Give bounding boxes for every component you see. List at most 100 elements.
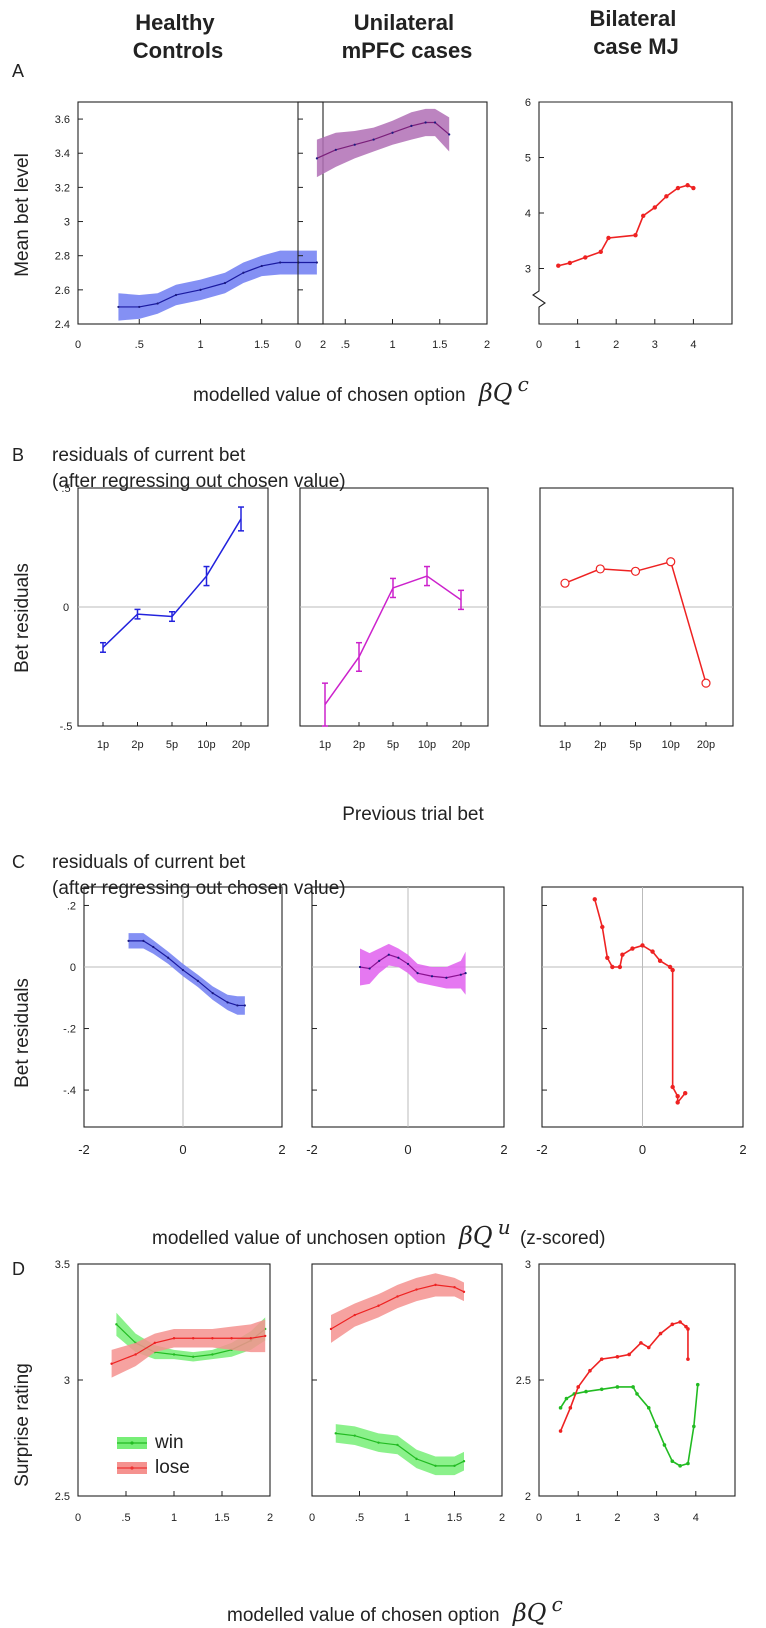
xlabel-d: modelled value of chosen option βQ c [227, 1592, 563, 1627]
panel-d-bilateral-xtick: 0 [536, 1512, 542, 1524]
legend-label-lose: lose [155, 1457, 190, 1478]
panel-c-unilateral-point [430, 975, 434, 978]
panel-d-healthy: 2.5 3 3.5 0 .5 1 1.5 2 win lose [55, 1259, 273, 1524]
panel-a-healthy-ytick: 3.2 [55, 182, 70, 194]
panel-d-healthy-xtick: 1 [171, 1512, 177, 1524]
ylabel-c: Bet residuals [12, 978, 33, 1088]
panel-c-unilateral-point [464, 972, 467, 975]
panel-d-bilateral-xtick: 1 [575, 1512, 581, 1524]
panel-a-bilateral-xtick: 1 [575, 339, 581, 351]
panel-a-bilateral-xtick: 2 [613, 339, 619, 351]
panel-d-bilateral-lose-point [615, 1355, 620, 1359]
panel-c-healthy-xtick: 2 [278, 1142, 285, 1157]
panel-b-healthy-xtick: 5p [166, 739, 178, 751]
panel-a-unilateral-xtick: 0 [295, 339, 301, 351]
panel-a-bilateral-point [691, 185, 696, 191]
panel-a-bilateral-ytick: 6 [525, 97, 531, 109]
panel-d-bilateral-win-point [599, 1387, 604, 1392]
panel-b-healthy-xtick: 2p [131, 739, 143, 751]
panel-c-unilateral-point [387, 953, 390, 956]
panel-c-bilateral-point [620, 952, 625, 957]
panel-c-bilateral-point [683, 1090, 688, 1096]
panel-d-bilateral-win-point [670, 1459, 675, 1463]
panel-c-healthy-band [128, 933, 245, 1015]
panel-a-unilateral: 0 .5 1 1.5 2 [295, 101, 490, 351]
panel-d-healthy-xtick: 0 [75, 1512, 81, 1524]
legend-marker-win [130, 1441, 134, 1445]
panel-letter-c: C [12, 852, 25, 872]
panel-d-bilateral-lose-point [658, 1331, 663, 1336]
panel-d-unilateral-lose-point [329, 1327, 333, 1331]
panel-d-bilateral-win-point [686, 1461, 690, 1466]
panel-c-healthy-ytick: .2 [67, 900, 76, 912]
panel-d-unilateral-xtick: .5 [355, 1512, 364, 1524]
panel-d-bilateral-win-point [654, 1424, 659, 1429]
panel-d-unilateral-win-point [353, 1434, 356, 1437]
panel-b-bilateral-point [666, 557, 676, 567]
panel-d-unilateral-win-point [334, 1432, 337, 1435]
panel-b-bilateral-point [560, 578, 570, 588]
panel-c-healthy: .2 0 -.2 -.4 -2 0 2 [63, 886, 286, 1157]
panel-d-unilateral-xtick: 0 [309, 1512, 315, 1524]
panel-a-bilateral-frame [532, 101, 733, 325]
panel-c-unilateral-xtick: 2 [500, 1142, 507, 1157]
panel-a-healthy-point [138, 305, 141, 309]
panel-b-bilateral: 1p 2p 5p 10p 20p [539, 487, 734, 751]
panel-c-unilateral-point [445, 976, 448, 979]
panel-d-bilateral-lose-point [588, 1368, 592, 1373]
panel-c-healthy-point [236, 1004, 239, 1007]
panel-c-unilateral-xtick: -2 [306, 1142, 318, 1157]
panel-d-bilateral-frame [538, 1263, 736, 1497]
panel-d-bilateral-lose-line [559, 1321, 689, 1432]
panel-d-unilateral-win-point [396, 1443, 399, 1447]
panel-c-healthy-point [211, 992, 214, 995]
panel-d-unilateral-lose-point [453, 1286, 456, 1289]
panel-a-unilateral-xtick: 1 [389, 339, 395, 351]
panel-a-bilateral-point [641, 213, 646, 218]
panel-b-bilateral-xtick: 5p [629, 739, 641, 751]
header-bilateral-line1: Bilateral [590, 6, 677, 31]
panel-c-bilateral-point [650, 949, 655, 954]
panel-d-bilateral-win-point [631, 1385, 635, 1389]
panel-a-unilateral-xtick: 1.5 [432, 339, 447, 351]
panel-d-unilateral-lose-point [434, 1283, 437, 1287]
legend: win lose [117, 1432, 190, 1478]
panel-a-unilateral-point [448, 133, 451, 136]
panel-d-bilateral-win-point [662, 1443, 667, 1447]
panel-d-bilateral-lose-point [670, 1322, 675, 1327]
panel-a-unilateral-point [334, 148, 337, 151]
panel-a-healthy-point [315, 261, 318, 264]
panel-c-healthy-point [181, 968, 185, 972]
ylabel-a: Mean bet level [12, 153, 33, 277]
panel-a-unilateral-band [316, 108, 450, 178]
panel-a-healthy-point [242, 271, 245, 274]
panel-d-bilateral-lose-point [686, 1357, 690, 1361]
panel-a-unilateral-xtick: 2 [484, 339, 490, 351]
panel-d-unilateral-win-line [335, 1432, 465, 1467]
panel-b-healthy-ytick: -.5 [60, 721, 73, 733]
panel-c-healthy-ytick: -.2 [63, 1024, 76, 1036]
xlabel-c: modelled value of unchosen option βQ u (… [152, 1215, 605, 1250]
xlabel-c-text: modelled value of unchosen option [152, 1228, 446, 1249]
header-unilateral-line2: mPFC cases [342, 38, 473, 63]
panel-c-healthy-point [127, 939, 130, 942]
panel-a-healthy-point [223, 281, 227, 285]
xlabel-c-suffix: (z-scored) [520, 1228, 606, 1249]
xlabel-d-text: modelled value of chosen option [227, 1605, 500, 1626]
header-unilateral-line1: Unilateral [354, 10, 454, 35]
panel-c-unilateral-point [406, 962, 410, 966]
panel-a-unilateral-point [391, 131, 394, 134]
panel-d-bilateral-ytick: 2.5 [516, 1375, 531, 1387]
panel-letter-b: B [12, 445, 24, 465]
panel-d-bilateral-lose-point [576, 1385, 580, 1389]
panel-d-healthy-lose-point [264, 1334, 267, 1338]
panel-d-bilateral-win-point [646, 1406, 651, 1410]
panel-d-healthy-xtick: .5 [121, 1512, 130, 1524]
panel-d-unilateral-win-band [335, 1424, 464, 1476]
panel-c-healthy-line [128, 940, 245, 1007]
panel-d-bilateral-xtick: 2 [614, 1512, 620, 1524]
panel-c-bilateral-point [605, 955, 610, 960]
panel-b-healthy-xtick: 20p [232, 739, 250, 751]
panel-c-bilateral: -2 0 2 [536, 886, 747, 1157]
panel-a-unilateral-point [433, 121, 437, 124]
